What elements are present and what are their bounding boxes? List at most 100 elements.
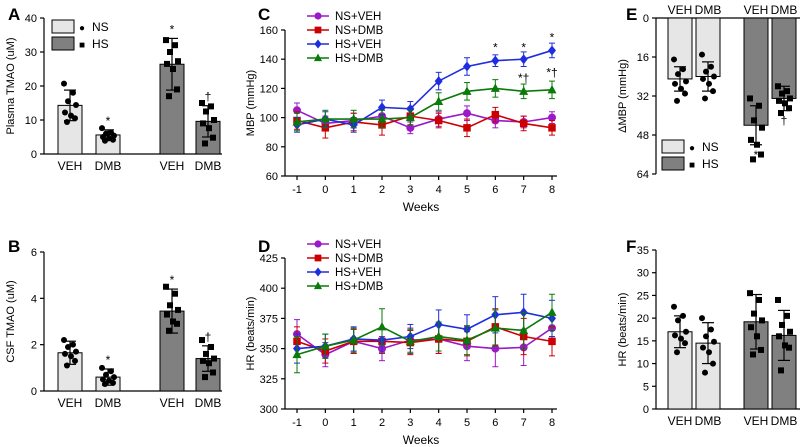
- significance-mark: *: [170, 273, 175, 287]
- data-point: [111, 374, 117, 381]
- x-tick-label: VEH: [668, 3, 693, 17]
- data-point: [490, 323, 500, 332]
- data-point: [700, 75, 706, 82]
- legend-label: NS: [92, 20, 109, 34]
- data-point: [70, 341, 76, 348]
- data-point: [748, 324, 754, 331]
- x-tick-label: DMB: [771, 414, 798, 428]
- data-point: [699, 51, 705, 58]
- data-point: [377, 321, 387, 331]
- data-point: [292, 349, 302, 359]
- legend-marker: ●: [689, 143, 695, 154]
- data-point: [99, 125, 105, 132]
- series-line: [296, 311, 553, 356]
- y-tick-label: 5: [643, 381, 649, 393]
- data-point: [671, 303, 677, 310]
- data-point: [680, 312, 686, 319]
- data-point: [699, 315, 705, 322]
- data-point: [172, 290, 178, 297]
- y-tick-label: 100: [260, 113, 278, 125]
- series-line: [296, 49, 553, 126]
- data-point: [710, 360, 716, 367]
- legend-marker: ■: [79, 40, 85, 51]
- data-point: [674, 349, 680, 356]
- data-point: [314, 39, 322, 49]
- data-point: [65, 343, 71, 350]
- y-tick-label: 0: [31, 149, 37, 161]
- significance-mark: *: [493, 41, 498, 55]
- data-point: [73, 348, 79, 355]
- legend-label: HS: [702, 157, 719, 171]
- x-tick-label: 6: [492, 184, 498, 196]
- data-point: [711, 338, 717, 345]
- data-point: [64, 362, 70, 369]
- data-point: [759, 317, 765, 324]
- data-point: [167, 302, 173, 309]
- x-tick-label: 2: [379, 417, 385, 429]
- data-point: [680, 66, 686, 73]
- data-point: [682, 90, 688, 97]
- legend-label: NS+DMB: [335, 253, 384, 265]
- data-point: [519, 325, 529, 334]
- data-point: [170, 66, 176, 72]
- legend-marker: ●: [79, 23, 85, 34]
- data-point: [463, 109, 471, 118]
- y-tick-label: 10: [25, 115, 37, 127]
- data-point: [68, 353, 74, 360]
- data-point: [548, 124, 556, 132]
- data-point: [72, 357, 78, 364]
- series-hs-dmb: [292, 79, 557, 132]
- data-point: [750, 156, 756, 163]
- y-tick-label: 16: [637, 52, 649, 64]
- data-point: [164, 311, 170, 318]
- data-point: [784, 88, 790, 95]
- y-tick-label: 30: [25, 47, 37, 59]
- significance-mark: *: [550, 30, 555, 44]
- data-point: [675, 71, 681, 78]
- x-tick-label: 0: [322, 184, 328, 196]
- data-point: [314, 12, 322, 20]
- data-point: [73, 102, 79, 109]
- data-point: [775, 296, 781, 303]
- y-tick-label: 325: [260, 374, 278, 386]
- data-point: [547, 84, 557, 94]
- panel-label: E: [626, 5, 637, 24]
- data-point: [377, 114, 387, 123]
- data-point: [702, 369, 708, 376]
- significance-mark: *: [521, 41, 526, 55]
- data-point: [163, 283, 169, 290]
- data-point: [70, 89, 76, 96]
- y-axis-label: MBP (mmHg): [245, 70, 257, 136]
- y-tick-label: 400: [260, 283, 278, 295]
- data-point: [206, 360, 212, 367]
- series-hs-dmb: [292, 293, 557, 374]
- data-point: [200, 120, 206, 127]
- data-point: [706, 80, 712, 87]
- x-tick-label: 8: [549, 417, 555, 429]
- x-tick-label: VEH: [160, 396, 185, 410]
- panel-label: F: [626, 237, 636, 256]
- data-point: [203, 108, 209, 115]
- y-axis-label: ΔMBP (mmHg): [617, 59, 629, 133]
- data-point: [703, 333, 709, 340]
- panel-label: A: [8, 5, 20, 24]
- data-point: [175, 58, 181, 65]
- data-point: [754, 333, 760, 340]
- data-point: [62, 109, 68, 116]
- data-point: [102, 137, 108, 144]
- data-point: [99, 364, 105, 371]
- data-point: [349, 335, 359, 344]
- x-axis-label: Weeks: [403, 200, 439, 214]
- legend-label: NS+VEH: [335, 11, 381, 23]
- data-point: [103, 371, 109, 378]
- data-point: [434, 96, 444, 106]
- y-tick-label: 160: [260, 25, 278, 37]
- data-point: [434, 76, 443, 87]
- x-tick-label: -1: [292, 184, 302, 196]
- x-tick-label: 7: [521, 417, 527, 429]
- data-point: [672, 332, 678, 339]
- data-point: [519, 119, 528, 128]
- data-point: [170, 318, 176, 325]
- data-point: [64, 119, 70, 126]
- data-point: [208, 103, 214, 110]
